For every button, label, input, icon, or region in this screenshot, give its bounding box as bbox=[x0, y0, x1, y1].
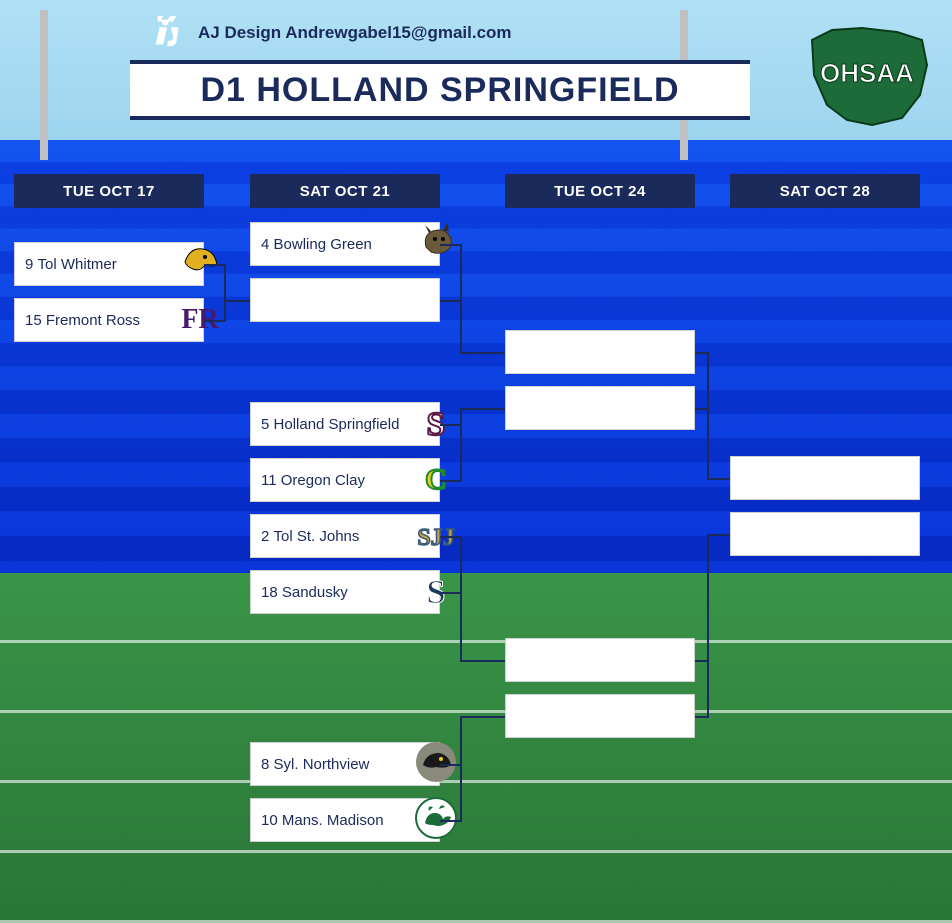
sandusky-logo-icon: S bbox=[411, 565, 461, 615]
col2-label: SAT OCT 21 bbox=[300, 183, 391, 200]
seed: 9 bbox=[25, 256, 33, 273]
column-header-4: SAT OCT 28 bbox=[730, 174, 920, 208]
connector bbox=[460, 716, 462, 822]
team-box-fremont: 15 Fremont Ross FR bbox=[14, 298, 204, 342]
svg-text:SJJ: SJJ bbox=[417, 525, 454, 551]
springfield-logo-icon: S bbox=[411, 397, 461, 447]
fremont-logo-icon: FR bbox=[175, 293, 225, 343]
team-box-empty-c4-1 bbox=[730, 456, 920, 500]
connector bbox=[224, 264, 226, 322]
connector bbox=[707, 478, 730, 480]
seed: 4 bbox=[261, 236, 269, 253]
bowling-green-logo-icon bbox=[411, 217, 461, 267]
connector bbox=[707, 534, 709, 718]
page-title-text: D1 HOLLAND SPRINGFIELD bbox=[200, 71, 679, 110]
team-box-madison: 10 Mans. Madison bbox=[250, 798, 440, 842]
team-box-stjohns: 2 Tol St. Johns SJJ bbox=[250, 514, 440, 558]
team-name: Fremont Ross bbox=[46, 312, 140, 329]
whitmer-logo-icon bbox=[175, 237, 225, 287]
team-name: Sandusky bbox=[282, 584, 348, 601]
connector bbox=[460, 408, 505, 410]
col3-label: TUE OCT 24 bbox=[554, 183, 646, 200]
connector bbox=[204, 320, 224, 322]
team-box-empty-c3-1 bbox=[505, 330, 695, 374]
team-box-empty-c3-3 bbox=[505, 638, 695, 682]
team-box-whitmer: 9 Tol Whitmer bbox=[14, 242, 204, 286]
designer-credit-text: AJ Design Andrewgabel15@gmail.com bbox=[198, 23, 512, 43]
svg-text:OHSAA: OHSAA bbox=[820, 58, 914, 88]
connector bbox=[440, 480, 460, 482]
aj-logo-icon bbox=[150, 14, 188, 52]
connector bbox=[440, 820, 460, 822]
team-box-northview: 8 Syl. Northview bbox=[250, 742, 440, 786]
madison-logo-icon bbox=[411, 793, 461, 843]
team-box-holland-springfield: 5 Holland Springfield S bbox=[250, 402, 440, 446]
connector bbox=[224, 300, 250, 302]
seed: 5 bbox=[261, 416, 269, 433]
seed: 8 bbox=[261, 756, 269, 773]
connector bbox=[460, 408, 462, 482]
team-name: Syl. Northview bbox=[274, 756, 370, 773]
connector bbox=[204, 264, 224, 266]
team-name: Tol St. Johns bbox=[274, 528, 360, 545]
team-name: Holland Springfield bbox=[274, 416, 400, 433]
ohsaa-badge: OHSAA bbox=[802, 20, 932, 130]
seed: 10 bbox=[261, 812, 278, 829]
team-name: Mans. Madison bbox=[282, 812, 384, 829]
seed: 2 bbox=[261, 528, 269, 545]
connector bbox=[440, 424, 460, 426]
connector bbox=[460, 660, 505, 662]
team-box-empty-c4-2 bbox=[730, 512, 920, 556]
stjohns-logo-icon: SJJ bbox=[411, 509, 461, 559]
connector bbox=[460, 244, 462, 352]
seed: 11 bbox=[261, 472, 277, 489]
connector bbox=[440, 300, 460, 302]
connector bbox=[707, 352, 709, 478]
team-name: Tol Whitmer bbox=[38, 256, 117, 273]
connector bbox=[460, 716, 505, 718]
page-title: D1 HOLLAND SPRINGFIELD bbox=[130, 60, 750, 120]
connector bbox=[460, 352, 505, 354]
team-box-empty-1 bbox=[250, 278, 440, 322]
team-box-bowling-green: 4 Bowling Green bbox=[250, 222, 440, 266]
team-name: Oregon Clay bbox=[281, 472, 365, 489]
seed: 18 bbox=[261, 584, 278, 601]
team-name: Bowling Green bbox=[274, 236, 372, 253]
col4-label: SAT OCT 28 bbox=[780, 183, 871, 200]
connector bbox=[695, 408, 707, 410]
connector bbox=[440, 764, 460, 766]
connector bbox=[695, 716, 707, 718]
ohsaa-icon: OHSAA bbox=[802, 20, 932, 130]
connector bbox=[440, 592, 460, 594]
connector bbox=[440, 536, 460, 538]
oregon-clay-logo-icon: C bbox=[411, 453, 461, 503]
team-box-empty-c3-4 bbox=[505, 694, 695, 738]
connector bbox=[460, 536, 462, 660]
team-box-empty-c3-2 bbox=[505, 386, 695, 430]
team-box-oregon-clay: 11 Oregon Clay C bbox=[250, 458, 440, 502]
bracket: TUE OCT 17 SAT OCT 21 TUE OCT 24 SAT OCT… bbox=[0, 170, 952, 923]
connector bbox=[695, 660, 707, 662]
column-header-1: TUE OCT 17 bbox=[14, 174, 204, 208]
team-box-sandusky: 18 Sandusky S bbox=[250, 570, 440, 614]
connector bbox=[707, 534, 730, 536]
col1-label: TUE OCT 17 bbox=[63, 183, 155, 200]
northview-logo-icon bbox=[411, 737, 461, 787]
connector bbox=[440, 244, 460, 246]
column-header-2: SAT OCT 21 bbox=[250, 174, 440, 208]
column-header-3: TUE OCT 24 bbox=[505, 174, 695, 208]
connector bbox=[695, 352, 707, 354]
seed: 15 bbox=[25, 312, 42, 329]
